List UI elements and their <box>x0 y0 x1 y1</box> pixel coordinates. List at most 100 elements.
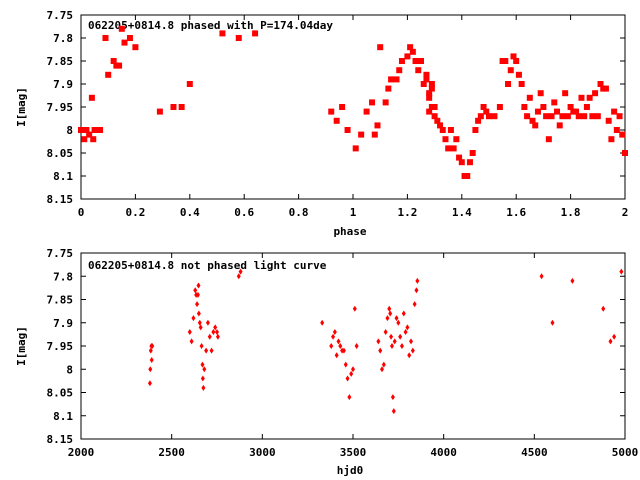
y-tick-label: 7.75 <box>47 247 74 260</box>
data-point <box>150 343 155 349</box>
data-point <box>597 81 604 87</box>
data-point <box>445 145 452 152</box>
y-tick-label: 7.8 <box>53 270 73 283</box>
data-point <box>619 131 626 138</box>
data-point <box>426 94 433 101</box>
data-point <box>532 122 539 129</box>
data-point <box>238 268 243 275</box>
data-point <box>404 53 411 60</box>
data-point <box>554 108 560 115</box>
data-point <box>592 90 599 97</box>
data-point <box>343 361 348 368</box>
phased-axis-ticks: 0 0.2 0.4 0.6 0.8 1 1.2 1.4 1.6 1.8 2 7.75 7.8 7.85 7.… <box>47 9 629 219</box>
data-point <box>334 352 339 359</box>
data-point <box>189 338 194 345</box>
data-point <box>399 343 404 349</box>
data-point <box>559 113 566 120</box>
data-point <box>407 44 414 51</box>
data-point <box>426 90 433 97</box>
data-point <box>110 58 117 64</box>
data-point <box>369 99 376 106</box>
data-point <box>539 273 544 280</box>
data-point <box>394 315 399 322</box>
data-point <box>102 35 109 41</box>
data-point <box>215 333 220 340</box>
x-tick-label: 3000 <box>249 446 276 459</box>
data-point <box>380 366 385 373</box>
x-tick-label: 2500 <box>158 446 185 459</box>
data-point <box>426 108 433 115</box>
data-point <box>352 145 359 152</box>
data-point <box>149 356 154 363</box>
data-point <box>329 343 334 349</box>
data-point <box>458 159 465 166</box>
data-point <box>428 104 435 110</box>
data-point <box>521 104 528 110</box>
data-point <box>583 104 590 110</box>
data-point <box>132 44 139 51</box>
unphased-chart-title: 062205+0814.8 not phased light curve <box>88 259 327 272</box>
data-point <box>548 113 555 120</box>
unphased-y-axis-label: I[mag] <box>15 326 28 366</box>
data-point <box>382 99 389 106</box>
data-point <box>622 150 628 156</box>
y-tick-label: 8 <box>66 124 73 137</box>
data-point <box>466 159 473 166</box>
data-point <box>442 136 449 143</box>
x-tick-label: 0.4 <box>180 206 200 219</box>
data-point <box>347 394 352 401</box>
data-point <box>415 277 420 284</box>
data-point <box>534 108 541 115</box>
data-point <box>469 150 476 156</box>
x-tick-label: 0.8 <box>289 206 309 219</box>
data-point <box>148 366 153 373</box>
data-point <box>198 324 203 331</box>
data-point <box>383 329 388 336</box>
data-point <box>195 291 200 298</box>
data-point <box>387 305 392 312</box>
unphased-data-points <box>147 268 624 415</box>
data-point <box>428 81 435 87</box>
data-point <box>575 113 582 120</box>
data-point <box>352 305 357 312</box>
data-point <box>215 329 219 336</box>
x-tick-label: 0 <box>78 206 85 219</box>
data-point <box>486 113 492 120</box>
data-point <box>398 58 405 64</box>
data-point <box>371 131 378 138</box>
x-tick-label: 3500 <box>340 446 367 459</box>
data-point <box>86 131 93 138</box>
y-tick-label: 8.15 <box>47 193 74 206</box>
data-point <box>602 85 609 92</box>
data-point <box>415 67 422 74</box>
data-point <box>388 76 395 83</box>
data-point <box>581 113 588 120</box>
y-tick-label: 7.9 <box>53 78 73 91</box>
data-point <box>502 58 509 64</box>
data-point <box>147 380 152 387</box>
y-tick-label: 8.15 <box>47 433 74 446</box>
data-point <box>613 127 620 133</box>
data-point <box>414 287 419 294</box>
data-point <box>434 117 441 124</box>
data-point <box>526 94 533 101</box>
data-point <box>320 319 325 326</box>
data-point <box>351 366 355 373</box>
data-point <box>83 127 90 133</box>
unphased-panel: 062205+0814.8 not phased light curve hjd… <box>15 247 638 477</box>
data-point <box>205 319 210 326</box>
data-point <box>252 30 259 37</box>
data-point <box>97 127 104 133</box>
data-point <box>396 319 401 326</box>
phased-data-points <box>78 25 628 179</box>
y-tick-label: 7.9 <box>53 317 73 330</box>
data-point <box>389 343 394 349</box>
phased-chart-title: 062205+0814.8 phased with P=174.04day <box>88 19 333 32</box>
unphased-x-axis-label: hjd0 <box>337 464 364 477</box>
data-point <box>608 338 613 345</box>
data-point <box>349 370 354 377</box>
data-point <box>562 90 569 97</box>
data-point <box>398 333 403 340</box>
data-point <box>405 324 410 331</box>
